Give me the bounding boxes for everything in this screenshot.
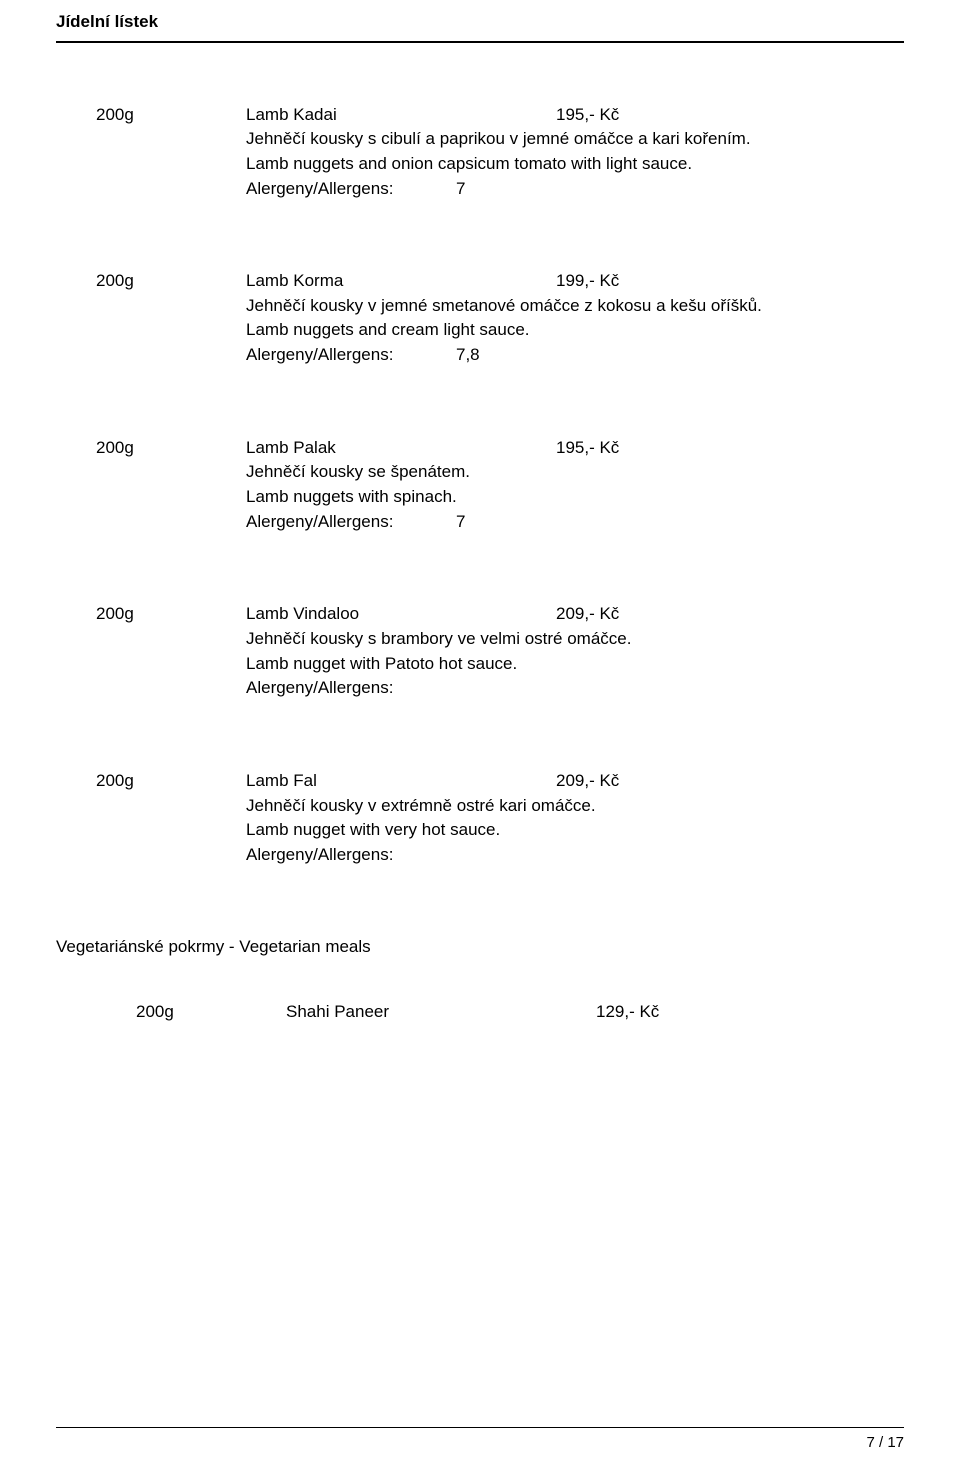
menu-item: 200g Lamb Korma 199,- Kč Jehněčí kousky … [96, 269, 904, 368]
allergen-label: Alergeny/Allergens: [246, 676, 456, 701]
menu-item: 200g Lamb Kadai 195,- Kč Jehněčí kousky … [96, 103, 904, 202]
item-name: Lamb Fal [246, 769, 556, 794]
item-qty: 200g [96, 436, 246, 461]
item-qty: 200g [96, 269, 246, 294]
item-qty: 200g [96, 769, 246, 794]
item-desc-en: Lamb nugget with very hot sauce. [246, 818, 904, 843]
allergen-value: 7,8 [456, 343, 480, 368]
item-qty: 200g [96, 103, 246, 128]
allergen-value: 7 [456, 510, 465, 535]
item-price: 129,- Kč [596, 1000, 904, 1025]
item-qty: 200g [96, 602, 246, 627]
item-desc-cz: Jehněčí kousky s cibulí a paprikou v jem… [246, 127, 904, 152]
allergen-label: Alergeny/Allergens: [246, 510, 456, 535]
item-name: Lamb Palak [246, 436, 556, 461]
item-price: 195,- Kč [556, 436, 904, 461]
menu-item: 200g Shahi Paneer 129,- Kč [136, 1000, 904, 1025]
allergen-label: Alergeny/Allergens: [246, 343, 456, 368]
item-price: 209,- Kč [556, 602, 904, 627]
menu-item: 200g Lamb Vindaloo 209,- Kč Jehněčí kous… [96, 602, 904, 701]
item-price: 209,- Kč [556, 769, 904, 794]
item-desc-cz: Jehněčí kousky se špenátem. [246, 460, 904, 485]
item-name: Shahi Paneer [286, 1000, 596, 1025]
item-desc-cz: Jehněčí kousky s brambory ve velmi ostré… [246, 627, 904, 652]
item-qty: 200g [136, 1000, 286, 1025]
item-desc-cz: Jehněčí kousky v extrémně ostré kari omá… [246, 794, 904, 819]
page-header: Jídelní lístek [56, 10, 904, 43]
page-footer: 7 / 17 [56, 1427, 904, 1454]
item-desc-en: Lamb nuggets and cream light sauce. [246, 318, 904, 343]
allergen-label: Alergeny/Allergens: [246, 177, 456, 202]
item-desc-en: Lamb nuggets and onion capsicum tomato w… [246, 152, 904, 177]
menu-item: 200g Lamb Palak 195,- Kč Jehněčí kousky … [96, 436, 904, 535]
item-desc-cz: Jehněčí kousky v jemné smetanové omáčce … [246, 294, 904, 319]
menu-item: 200g Lamb Fal 209,- Kč Jehněčí kousky v … [96, 769, 904, 868]
item-desc-en: Lamb nugget with Patoto hot sauce. [246, 652, 904, 677]
item-desc-en: Lamb nuggets with spinach. [246, 485, 904, 510]
item-name: Lamb Vindaloo [246, 602, 556, 627]
allergen-value: 7 [456, 177, 465, 202]
section-heading: Vegetariánské pokrmy - Vegetarian meals [56, 935, 904, 960]
allergen-label: Alergeny/Allergens: [246, 843, 456, 868]
item-price: 199,- Kč [556, 269, 904, 294]
item-price: 195,- Kč [556, 103, 904, 128]
item-name: Lamb Kadai [246, 103, 556, 128]
item-name: Lamb Korma [246, 269, 556, 294]
